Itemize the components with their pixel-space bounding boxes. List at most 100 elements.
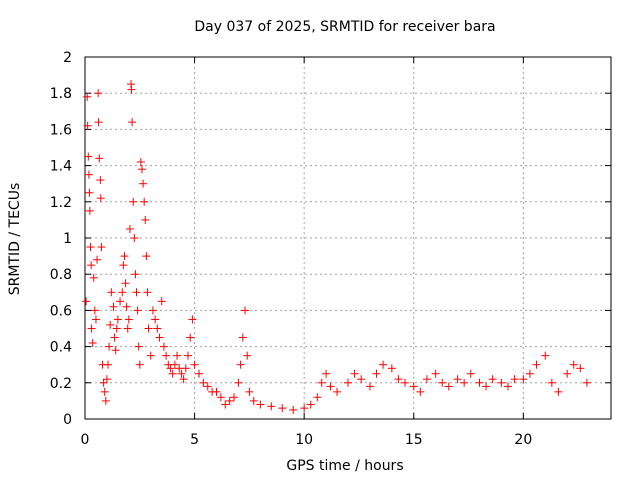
data-point: [582, 378, 591, 387]
data-point: [112, 324, 121, 333]
data-point: [124, 315, 133, 324]
data-point: [444, 382, 453, 391]
data-point: [221, 400, 230, 409]
data-point: [333, 387, 342, 396]
y-tick-label: 0.4: [50, 340, 72, 356]
data-point: [199, 378, 208, 387]
data-point: [466, 369, 475, 378]
y-tick-label: 1.8: [50, 86, 72, 102]
data-point: [129, 197, 138, 206]
data-point: [422, 375, 431, 384]
y-tick-label: 0.8: [50, 267, 72, 283]
data-point: [143, 288, 152, 297]
data-point: [135, 360, 144, 369]
data-point: [230, 393, 239, 402]
data-point: [122, 302, 131, 311]
data-point: [409, 382, 418, 391]
data-point: [563, 369, 572, 378]
data-point: [123, 324, 132, 333]
data-point: [173, 351, 182, 360]
data-point: [194, 369, 203, 378]
data-point: [120, 252, 129, 261]
x-tick-label: 20: [514, 432, 532, 448]
data-point: [249, 396, 258, 405]
data-point: [111, 346, 120, 355]
x-tick-label: 10: [295, 432, 313, 448]
data-point: [93, 255, 102, 264]
data-point: [170, 360, 179, 369]
data-point: [166, 364, 175, 373]
data-point: [344, 378, 352, 387]
data-point: [87, 324, 96, 333]
data-points: [82, 80, 591, 414]
data-point: [431, 369, 440, 378]
data-point: [121, 279, 130, 288]
data-point: [179, 375, 188, 384]
data-point: [130, 234, 139, 242]
x-tick-label: 0: [81, 432, 90, 448]
data-point: [146, 351, 155, 360]
data-point: [125, 224, 134, 233]
data-point: [184, 351, 193, 360]
y-tick-label: 1.6: [50, 122, 72, 138]
data-point: [488, 375, 497, 384]
data-point: [153, 324, 162, 333]
data-point: [83, 92, 92, 101]
data-point: [267, 402, 276, 411]
data-point: [460, 378, 469, 387]
data-point: [243, 351, 252, 360]
y-tick-label: 1.2: [50, 195, 72, 211]
data-point: [148, 306, 157, 315]
data-point: [105, 342, 114, 351]
data-point: [110, 333, 119, 342]
data-point: [107, 288, 116, 297]
data-point: [137, 165, 146, 174]
data-point: [87, 261, 96, 270]
data-point: [90, 306, 99, 315]
data-point: [99, 378, 108, 387]
data-point: [94, 118, 103, 127]
data-point: [475, 378, 484, 387]
data-point: [88, 338, 97, 347]
data-point: [416, 387, 425, 396]
data-point: [127, 85, 136, 94]
data-point: [525, 369, 534, 378]
data-point: [387, 364, 396, 373]
data-point: [177, 369, 186, 378]
data-point: [84, 152, 93, 161]
x-axis-ticks: 0 5 10 15 20: [81, 57, 532, 448]
y-tick-label: 0.2: [50, 376, 72, 392]
data-point: [234, 378, 243, 387]
data-point: [554, 387, 563, 396]
data-point: [322, 369, 331, 378]
y-tick-label: 0: [63, 412, 72, 428]
data-point: [131, 270, 140, 279]
data-point: [225, 396, 234, 405]
data-point: [313, 393, 322, 402]
data-point: [100, 387, 109, 396]
data-point: [547, 378, 556, 387]
data-point: [306, 400, 315, 409]
data-point: [317, 378, 326, 387]
data-point: [186, 333, 195, 342]
data-point: [453, 375, 462, 384]
data-point: [151, 315, 160, 324]
chart-title: Day 037 of 2025, SRMTID for receiver bar…: [194, 19, 495, 35]
data-point: [503, 382, 512, 391]
data-point: [497, 378, 506, 387]
data-point: [569, 360, 578, 369]
data-point: [372, 369, 381, 378]
data-point: [181, 364, 190, 373]
data-point: [159, 342, 168, 351]
data-point: [576, 364, 585, 373]
y-tick-label: 1.4: [50, 159, 72, 175]
data-point: [128, 118, 137, 127]
y-tick-label: 2: [63, 50, 72, 66]
data-point: [109, 302, 118, 311]
data-point: [188, 315, 197, 324]
data-point: [482, 382, 491, 391]
data-point: [104, 360, 113, 369]
data-point: [541, 351, 550, 360]
x-tick-label: 5: [190, 432, 199, 448]
